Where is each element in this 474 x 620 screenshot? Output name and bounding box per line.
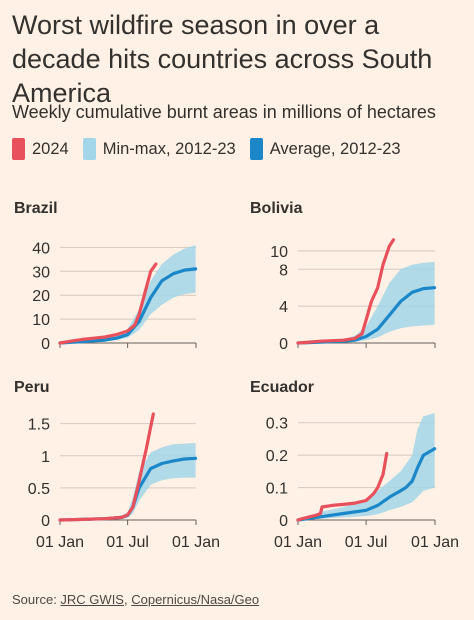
y-tick-label: 0.5 (28, 481, 50, 498)
legend-label-average: Average, 2012-23 (269, 139, 401, 158)
panel-title-brazil: Brazil (14, 200, 58, 217)
x-tick-label: 01 Jan (274, 534, 322, 551)
x-tick-label: 01 Jul (106, 534, 149, 551)
y-tick-label: 10 (270, 244, 288, 261)
x-tick-label: 01 Jan (36, 534, 84, 551)
y-tick-label: 0 (41, 513, 50, 530)
y-tick-label: 10 (32, 312, 50, 329)
legend-swatch-2024 (12, 138, 25, 160)
x-tick-label: 01 Jan (172, 534, 220, 551)
y-tick-label: 30 (32, 264, 50, 281)
y-tick-label: 20 (32, 288, 50, 305)
x-tick-label: 01 Jul (345, 534, 388, 551)
line-2024-ecuador (296, 451, 389, 522)
line-average-ecuador (296, 447, 437, 522)
panel-brazil: 0 10 20 30 40 (32, 240, 198, 353)
panel-bolivia: 0 4 810 (270, 238, 437, 353)
y-tick-label: 1.5 (28, 417, 50, 434)
y-tick-label: 40 (32, 240, 50, 257)
panel-ecuador: 0 0.1 0.2 0.3 01 Jan 01 Jul 01 Jan (266, 413, 459, 551)
legend: 2024 Min-max, 2012-23 Average, 2012-23 (12, 138, 415, 160)
y-tick-label: 0 (279, 513, 288, 530)
legend-item-average: Average, 2012-23 (249, 138, 401, 160)
line-2024-peru (58, 412, 155, 522)
y-tick-label: 0 (41, 336, 50, 353)
y-tick-label: 0.2 (266, 448, 288, 465)
x-tick-label: 01 Jan (411, 534, 459, 551)
panel-title-bolivia: Bolivia (250, 200, 303, 217)
chart-subtitle: Weekly cumulative burnt areas in million… (12, 102, 436, 122)
chart-title: Worst wildfire season in over a decade h… (12, 10, 433, 108)
legend-swatch-minmax (82, 138, 96, 160)
y-tick-label: 0 (279, 336, 288, 353)
y-tick-label: 1 (41, 449, 50, 466)
y-tick-label: 4 (279, 299, 288, 316)
band-minmax-peru (60, 442, 196, 520)
legend-label-minmax: Min-max, 2012-23 (102, 139, 236, 158)
source-prefix: Source: (12, 592, 61, 607)
source-link-copernicus[interactable]: Copernicus/Nasa/Geo (131, 592, 260, 607)
panel-title-peru: Peru (14, 379, 50, 396)
y-tick-label: 8 (279, 262, 288, 279)
line-2024-brazil (58, 262, 158, 345)
line-2024-bolivia (296, 238, 396, 345)
band-minmax-ecuador (298, 413, 435, 520)
legend-label-2024: 2024 (32, 139, 69, 158)
band-minmax-brazil (60, 245, 196, 343)
panel-peru: 0 0.5 1 1.5 01 Jan 01 Jul 01 Jan (28, 412, 220, 551)
legend-swatch-average (249, 138, 263, 160)
source-note: Source: JRC GWIS, Copernicus/Nasa/Geo (12, 592, 259, 607)
y-tick-label: 0.1 (266, 481, 288, 498)
y-tick-label: 0.3 (266, 416, 288, 433)
line-average-brazil (58, 267, 198, 345)
source-sep: , (123, 592, 132, 607)
band-minmax-bolivia (298, 261, 435, 343)
legend-item-2024: 2024 (12, 138, 69, 160)
legend-item-minmax: Min-max, 2012-23 (82, 138, 236, 160)
source-link-jrc[interactable]: JRC GWIS (60, 592, 124, 607)
panel-title-ecuador: Ecuador (250, 379, 315, 396)
